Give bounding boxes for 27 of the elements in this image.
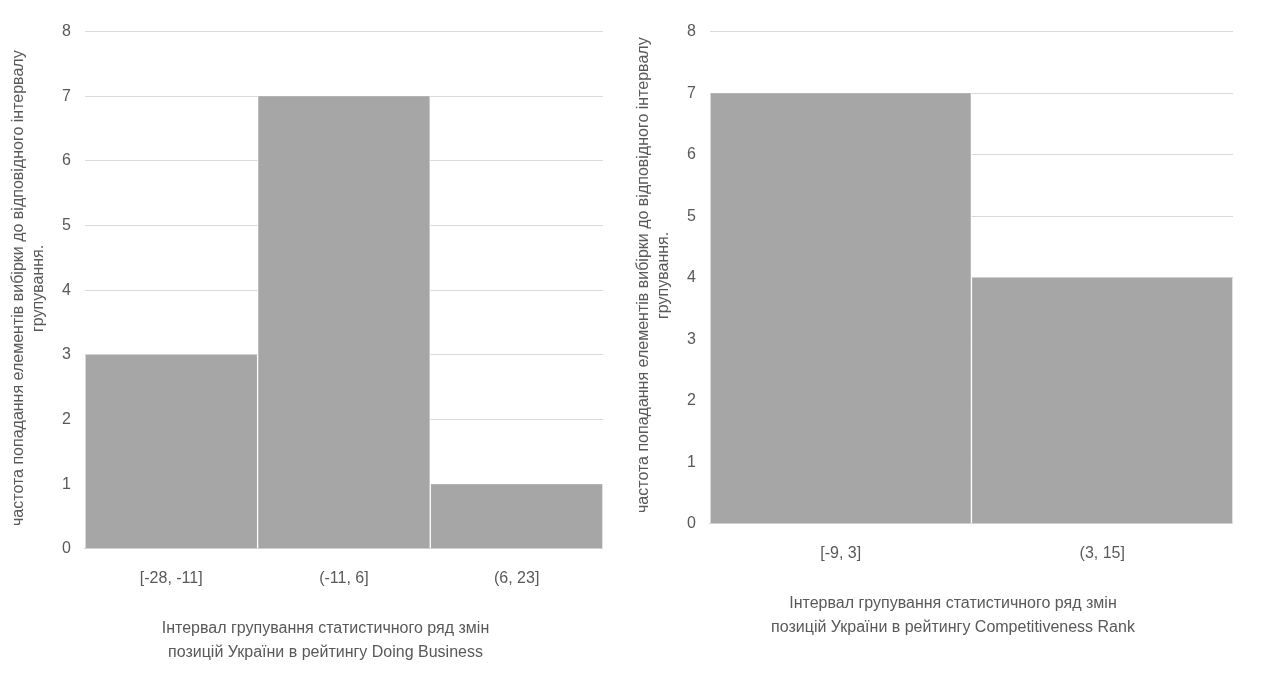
y-tick-label: 3 — [686, 329, 696, 347]
y-tick-label: 4 — [686, 268, 696, 286]
y-axis-title: частота попадання елементів вибірки до відповідного інтервалу групування. — [8, 49, 47, 528]
y-tick-label: 5 — [686, 206, 696, 224]
x-tick-label: (6, 23] — [493, 568, 540, 586]
y-tick-label: 8 — [61, 22, 71, 40]
y-tick-label: 0 — [686, 514, 696, 532]
x-tick-label: (-11, 6] — [319, 568, 369, 586]
y-tick-label: 7 — [61, 86, 71, 104]
x-axis-title: Інтервал групування статистичного ряд змін позицій України в рейтингу Competitiveness Rank — [770, 593, 1136, 637]
y-tick-label: 6 — [61, 151, 71, 169]
y-tick-label: 6 — [686, 145, 696, 163]
y-tick-label: 5 — [61, 215, 71, 233]
x-axis-title: Інтервал групування статистичного ряд змін позицій України в рейтингу Doing Business — [160, 618, 491, 662]
y-tick-label: 8 — [686, 22, 696, 40]
x-tick-label: [-28, -11] — [139, 568, 203, 586]
y-tick-label: 4 — [61, 280, 71, 298]
y-tick-label: 2 — [61, 409, 71, 427]
y-tick-label: 1 — [686, 452, 696, 470]
y-tick-label: 1 — [61, 474, 71, 492]
y-tick-label: 0 — [61, 539, 71, 557]
y-tick-label: 3 — [61, 345, 71, 363]
y-axis-title: частота попадання елементів вибірки до відповідного інтервалу групування. — [633, 36, 672, 516]
x-tick-label: [-9, 3] — [820, 543, 862, 561]
y-tick-label: 7 — [686, 83, 696, 101]
x-tick-label: (3, 15] — [1079, 543, 1125, 561]
y-tick-label: 2 — [686, 391, 696, 409]
